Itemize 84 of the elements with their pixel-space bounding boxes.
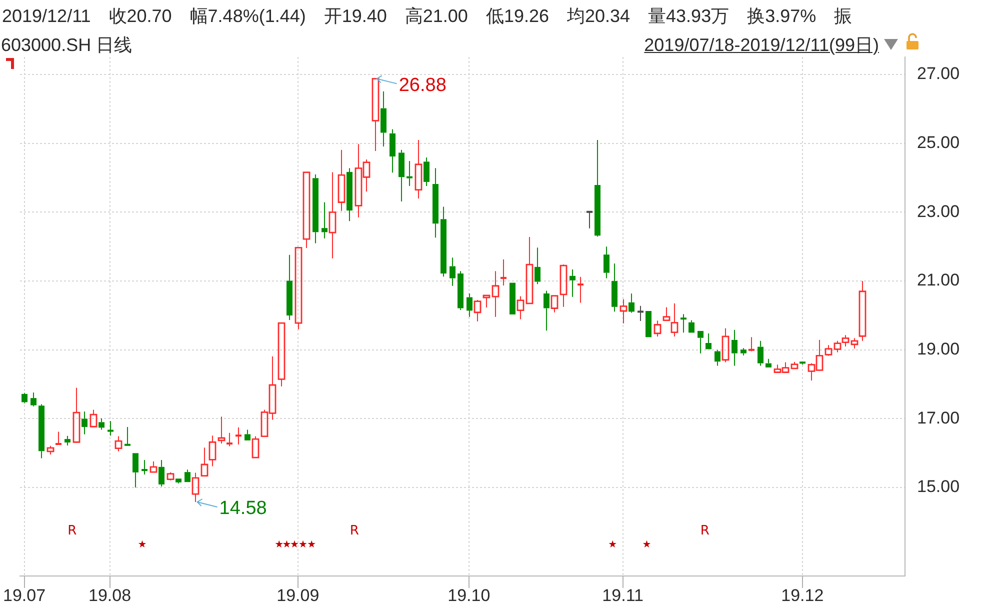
candlestick [570,268,576,298]
candlestick [680,314,686,334]
candlestick [82,410,88,435]
candlestick [638,305,644,322]
candlestick [424,156,430,187]
candlestick [732,329,738,366]
x-tick-label: 19.07 [3,586,46,605]
candlestick [714,349,720,366]
y-tick-label: 17.00 [917,408,960,428]
candlestick [586,210,592,229]
candlestick [56,431,62,446]
candlestick [108,420,114,436]
candlestick [706,332,712,350]
candlestick [544,290,550,332]
candlestick [510,282,516,314]
candlestick [158,460,164,488]
candlestick [398,149,404,202]
candlestick [22,392,28,404]
annotation: R [68,523,77,538]
annotation: ★ [642,540,652,551]
candlestick [244,429,250,440]
candlestick [604,246,610,279]
annotation: ★ [307,540,316,551]
candlestick [142,460,148,475]
candlestick [432,168,438,238]
y-tick-label: 19.00 [917,340,960,359]
y-tick-label: 15.00 [917,477,960,496]
candlestick [406,160,412,187]
candlestick [30,392,36,407]
candlestick [628,292,634,314]
candlestick [800,362,806,366]
annotation: 14.58 [219,498,267,520]
candlestick [226,432,232,447]
candlestick [500,258,506,286]
annotation: ★ [298,540,308,551]
candlestick [286,254,292,320]
x-tick-label: 19.11 [602,586,644,605]
annotation: R [350,523,359,538]
candlestick [346,168,352,222]
candlestick [124,426,130,446]
candlestick [38,404,44,459]
candlestick [380,90,386,147]
x-tick-label: 19.10 [448,586,490,605]
candlestick [748,336,754,351]
candlestick [534,247,540,285]
annotation: R [700,523,710,538]
annotation: ★ [274,540,284,551]
candlestick [312,174,318,244]
annotation: 26.88 [398,74,446,96]
annotation: ★ [290,540,299,551]
y-tick-label: 27.00 [917,64,960,84]
chart-title: 2019/12/11 收20.70 幅7.48%(1.44) 开19.40 高21.00 低19.26 均20.34 量43.93万 换3.97% 振 [2,5,852,27]
annotation: ★ [282,540,292,551]
candlestick [766,358,772,368]
x-tick-label: 19.09 [276,586,320,605]
candlestick [64,435,70,446]
candlestick [688,320,694,333]
candlestick [578,276,584,304]
candlestick [698,330,704,354]
candlestick [450,257,456,286]
annotation: ★ [138,540,147,551]
candlestick [466,292,472,318]
candlestick [98,418,104,430]
candlestick [740,348,746,356]
text: 2019/07/18-2019/12/11(99日) [644,34,879,56]
candlestick [176,478,182,484]
candlestick [440,206,446,278]
candlestick [322,202,328,239]
candlestick [458,270,464,310]
candlestick [758,340,764,366]
candlestick [612,263,618,312]
candlestick [132,453,138,488]
annotation: ★ [608,540,618,551]
x-tick-label: 19.08 [88,586,132,605]
x-tick-label: 19.12 [781,586,824,605]
candlestick [594,139,600,238]
candlestick [390,128,396,174]
y-tick-label: 21.00 [917,270,960,290]
y-tick-label: 25.00 [917,133,960,152]
y-tick-label: 23.00 [917,202,960,221]
candlestick [184,469,190,482]
chart-subtitle: 603000.SH 日线 [1,34,132,56]
candlestick [646,310,652,338]
candlestick [236,426,242,446]
